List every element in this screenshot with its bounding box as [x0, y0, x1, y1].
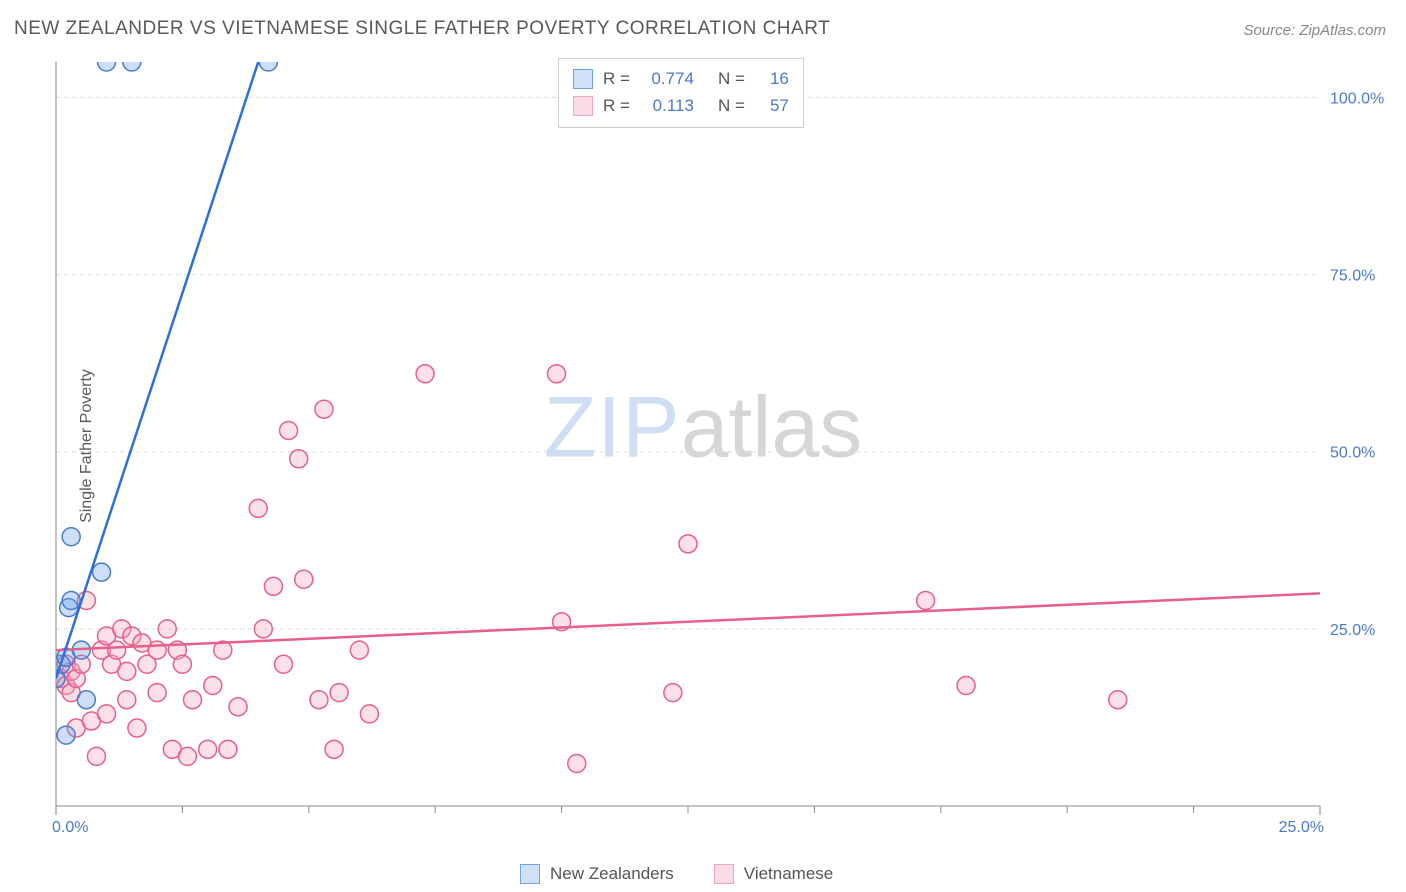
data-point: [173, 655, 191, 673]
data-point: [178, 747, 196, 765]
legend-row: R = 0.774 N = 16: [573, 65, 789, 92]
r-value: 0.113: [644, 92, 694, 119]
data-point: [325, 740, 343, 758]
data-point: [315, 400, 333, 418]
data-point: [108, 641, 126, 659]
chart-title: NEW ZEALANDER VS VIETNAMESE SINGLE FATHE…: [14, 18, 830, 40]
y-tick-label: 75.0%: [1330, 268, 1375, 285]
data-point: [280, 421, 298, 439]
legend-swatch: [520, 864, 540, 884]
data-point: [416, 365, 434, 383]
legend-item: Vietnamese: [714, 864, 833, 884]
data-point: [219, 740, 237, 758]
data-point: [128, 719, 146, 737]
data-point: [184, 691, 202, 709]
data-point: [290, 450, 308, 468]
data-point: [148, 641, 166, 659]
r-label: R =: [603, 92, 630, 119]
n-label: N =: [718, 65, 745, 92]
y-tick-label: 100.0%: [1330, 90, 1384, 107]
source-label: Source: ZipAtlas.com: [1243, 22, 1386, 39]
data-point: [204, 677, 222, 695]
n-value: 16: [759, 65, 789, 92]
trend-line: [56, 593, 1320, 650]
data-point: [249, 499, 267, 517]
data-point: [330, 684, 348, 702]
data-point: [664, 684, 682, 702]
data-point: [62, 528, 80, 546]
data-point: [87, 747, 105, 765]
data-point: [229, 698, 247, 716]
data-point: [275, 655, 293, 673]
data-point: [548, 365, 566, 383]
data-point: [77, 691, 95, 709]
data-point: [93, 563, 111, 581]
data-point: [957, 677, 975, 695]
data-point: [259, 56, 277, 71]
x-tick-label: 25.0%: [1279, 819, 1324, 836]
x-tick-label: 0.0%: [52, 819, 88, 836]
data-point: [568, 754, 586, 772]
legend-swatch: [573, 96, 593, 116]
data-point: [917, 592, 935, 610]
n-label: N =: [718, 92, 745, 119]
series-legend: New Zealanders Vietnamese: [520, 864, 833, 884]
legend-swatch: [573, 69, 593, 89]
data-point: [98, 56, 116, 71]
data-point: [1109, 691, 1127, 709]
data-point: [62, 592, 80, 610]
data-point: [148, 684, 166, 702]
y-tick-label: 50.0%: [1330, 445, 1375, 462]
legend-label: New Zealanders: [550, 864, 674, 884]
data-point: [310, 691, 328, 709]
data-point: [57, 726, 75, 744]
correlation-legend: R = 0.774 N = 16 R = 0.113 N = 57: [558, 58, 804, 128]
data-point: [118, 662, 136, 680]
data-point: [118, 691, 136, 709]
legend-item: New Zealanders: [520, 864, 674, 884]
r-value: 0.774: [644, 65, 694, 92]
legend-row: R = 0.113 N = 57: [573, 92, 789, 119]
data-point: [679, 535, 697, 553]
data-point: [295, 570, 313, 588]
data-point: [123, 56, 141, 71]
scatter-plot: 25.0% 50.0% 75.0% 100.0% 0.0% 25.0%: [50, 56, 1390, 836]
data-point: [158, 620, 176, 638]
data-point: [264, 577, 282, 595]
data-point: [199, 740, 217, 758]
n-value: 57: [759, 92, 789, 119]
data-point: [360, 705, 378, 723]
legend-label: Vietnamese: [744, 864, 833, 884]
y-tick-label: 25.0%: [1330, 622, 1375, 639]
data-point: [254, 620, 272, 638]
r-label: R =: [603, 65, 630, 92]
trend-line: [56, 62, 258, 678]
data-point: [350, 641, 368, 659]
data-point: [98, 705, 116, 723]
legend-swatch: [714, 864, 734, 884]
